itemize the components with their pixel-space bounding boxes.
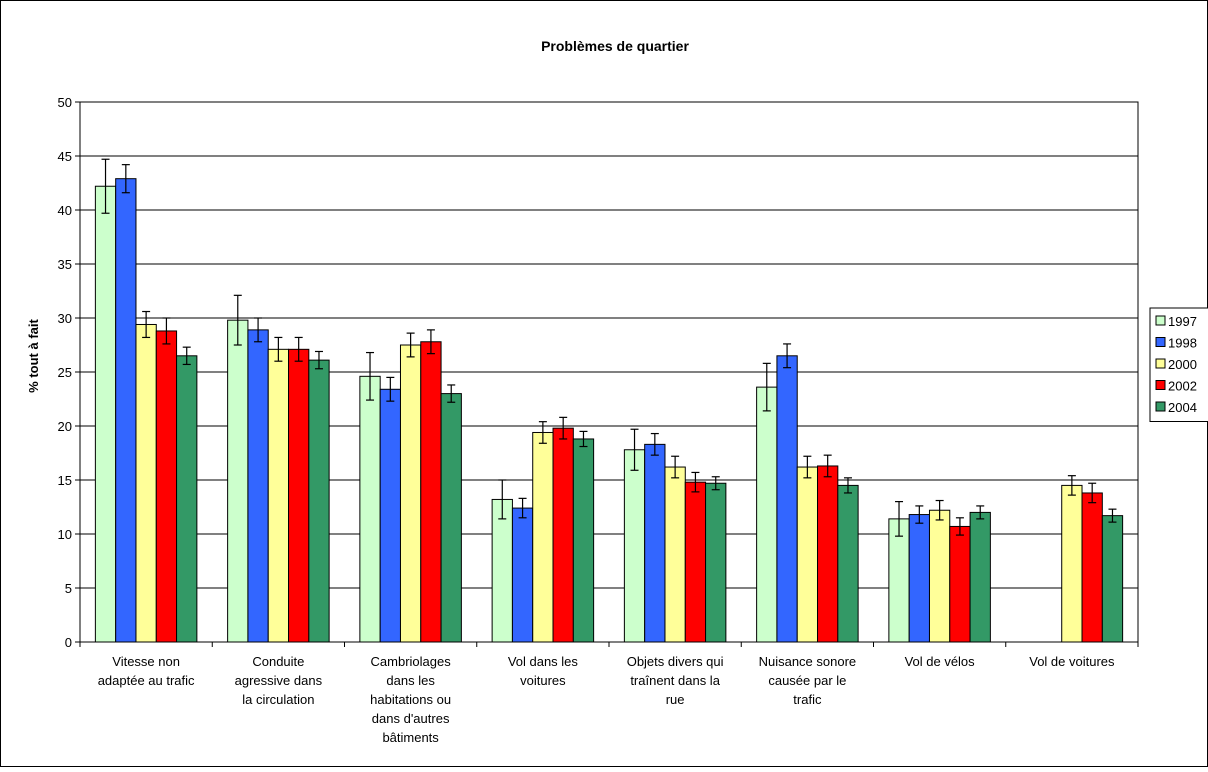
bar-2002-7: [1081, 492, 1103, 643]
bar-1998-5: [776, 355, 798, 643]
bar-1997-0: [94, 185, 117, 643]
bar-2004-6: [969, 511, 991, 643]
legend-label-1997: 1997: [1168, 314, 1197, 329]
bar-2000-5: [796, 466, 819, 643]
category-labels: Vitesse non adaptée au trafic Conduite agre…: [98, 654, 1115, 745]
bar-2000-1: [267, 348, 290, 643]
error-bars: [101, 158, 1117, 537]
bar-2002-2: [420, 341, 442, 643]
chart-title: Problèmes de quartier: [541, 38, 689, 54]
bar-2004-4: [705, 482, 727, 643]
bar-1998-4: [644, 443, 666, 643]
category-label: Vitesse non adaptée au trafic: [98, 654, 195, 688]
bar-2004-0: [176, 355, 198, 643]
y-tick-labels: 0 5 10 15 20 25 30 35 40 45 50: [58, 95, 72, 650]
bar-1997-5: [756, 386, 778, 643]
bar-2000-2: [399, 344, 422, 643]
y-tick-label: 50: [58, 95, 72, 110]
bar-1997-1: [227, 319, 249, 643]
y-tick-label: 25: [58, 365, 72, 380]
legend-swatch-2004: [1155, 401, 1166, 412]
bars: [94, 178, 1124, 643]
bar-2000-4: [664, 466, 686, 643]
legend-swatch-2000: [1155, 358, 1166, 369]
bar-2000-3: [532, 431, 554, 643]
y-tick-label: 45: [58, 149, 72, 164]
category-label: Nuisance sonore causée par le trafic: [759, 654, 857, 707]
y-tick-label: 35: [58, 257, 72, 272]
bar-1997-2: [359, 375, 381, 643]
legend-swatch-1997: [1155, 315, 1166, 326]
bar-1998-3: [511, 507, 534, 643]
bar-1997-3: [491, 498, 513, 643]
bar-2000-7: [1061, 484, 1083, 643]
legend-swatch-1998: [1155, 337, 1166, 347]
category-label: Vol de voitures: [1029, 654, 1115, 669]
bar-2002-3: [552, 427, 574, 643]
bar-2004-1: [308, 359, 330, 643]
bar-2002-1: [288, 348, 310, 643]
bar-1998-6: [908, 514, 930, 643]
legend-label-2004: 2004: [1168, 400, 1197, 415]
bar-1998-0: [115, 178, 137, 643]
category-label: Cambriolages dans les habitations ou dans d…: [370, 654, 451, 745]
legend-swatch-2002: [1155, 380, 1166, 390]
bar-2002-5: [817, 465, 839, 643]
y-tick-label: 0: [65, 635, 72, 650]
category-label: Vol dans les voitures: [508, 654, 579, 688]
bar-1997-4: [623, 449, 646, 643]
y-tick-label: 15: [58, 473, 72, 488]
y-tick-label: 5: [65, 581, 72, 596]
category-label: Objets divers qui traînent dans la rue: [627, 654, 724, 707]
legend-label-1998: 1998: [1168, 336, 1197, 351]
bar-2004-3: [572, 438, 595, 643]
bar-2000-6: [928, 509, 951, 643]
bar-2004-5: [837, 484, 859, 643]
legend-label-2000: 2000: [1168, 357, 1197, 372]
bar-2002-0: [155, 330, 178, 643]
y-tick-label: 40: [58, 203, 72, 218]
y-tick-label: 20: [58, 419, 72, 434]
bar-2004-2: [440, 393, 462, 643]
bar-1998-1: [247, 329, 269, 643]
bar-2004-7: [1101, 515, 1124, 643]
bar-2002-6: [949, 525, 971, 643]
y-tick-label: 10: [58, 527, 72, 542]
bar-2002-4: [684, 481, 707, 643]
legend: 1997 1998 2000 2002 2004: [1149, 307, 1208, 422]
axes: [75, 101, 1139, 647]
legend-label-2002: 2002: [1168, 379, 1197, 394]
category-label: Vol de vélos: [905, 654, 976, 669]
bar-2000-0: [135, 323, 157, 643]
y-tick-label: 30: [58, 311, 72, 326]
bar-1998-2: [379, 388, 401, 643]
bar-1997-6: [888, 518, 910, 643]
category-label: Conduite agressive dans la circulation: [235, 654, 323, 707]
y-axis-label: % tout à fait: [26, 319, 41, 393]
